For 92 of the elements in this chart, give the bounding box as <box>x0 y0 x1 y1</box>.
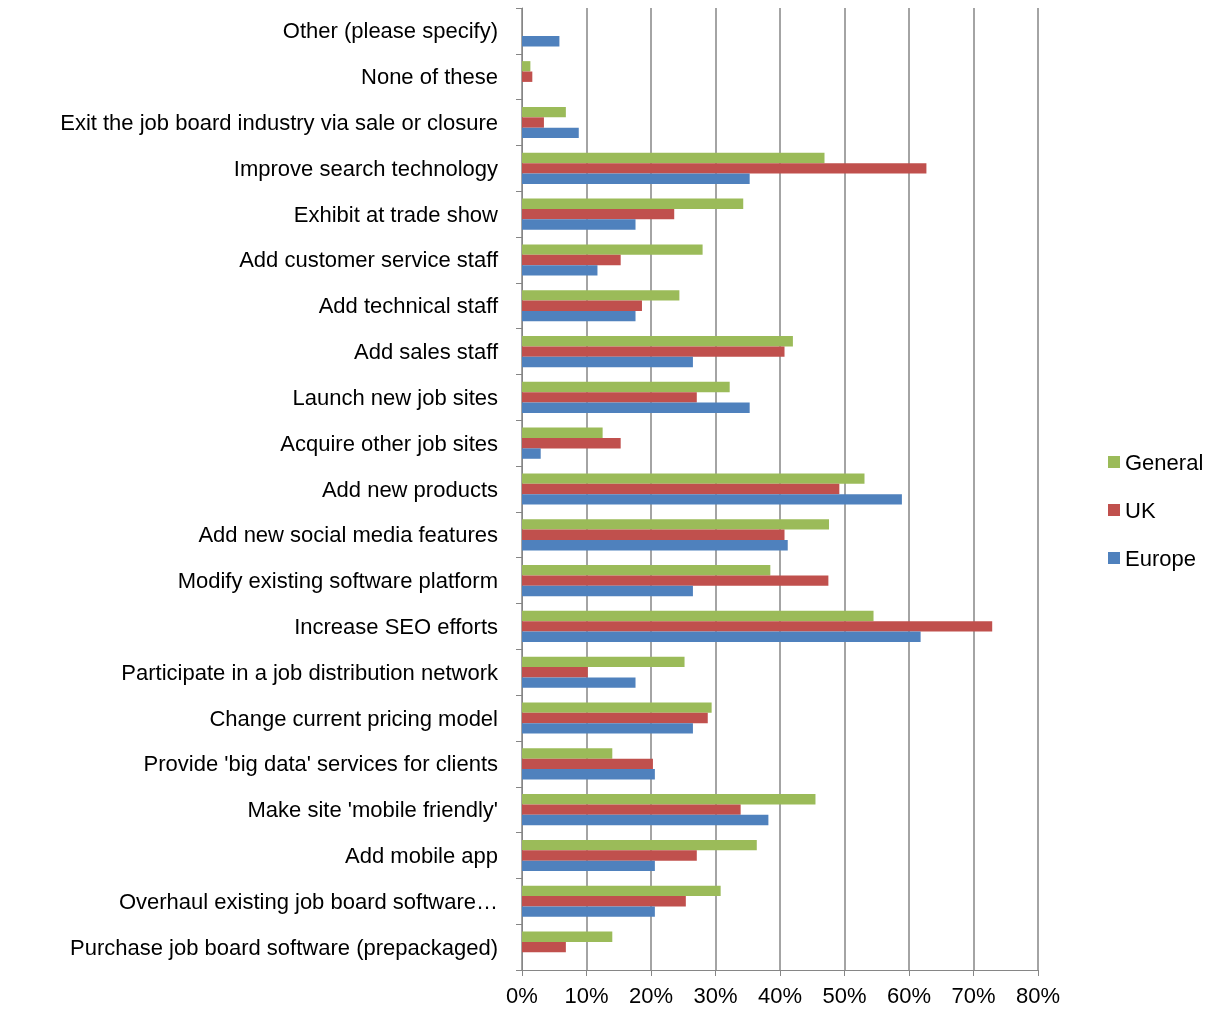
bar <box>522 850 697 861</box>
bar <box>522 896 686 907</box>
x-tick-label: 30% <box>693 982 738 1008</box>
bar <box>522 712 708 724</box>
bar <box>522 941 566 953</box>
x-tick-label: 40% <box>757 982 803 1008</box>
bar <box>522 152 825 164</box>
bar <box>522 392 697 403</box>
bar <box>522 61 531 72</box>
bar <box>522 356 693 368</box>
bar <box>522 219 636 230</box>
bar <box>522 610 874 622</box>
bar <box>522 931 613 942</box>
bar <box>522 448 541 459</box>
bar <box>522 860 655 872</box>
bar <box>522 254 621 266</box>
bar <box>522 748 613 759</box>
bar <box>522 71 533 82</box>
y-tick-label: Launch new job sites <box>292 384 498 410</box>
x-tick-label: 80% <box>1015 982 1061 1008</box>
y-tick-label: Overhaul existing job board software… <box>118 888 498 914</box>
bar <box>522 794 816 805</box>
y-tick-label: Make site 'mobile friendly' <box>247 797 498 823</box>
bar <box>522 244 703 255</box>
bar <box>522 575 829 586</box>
x-tick-label: 70% <box>951 982 996 1008</box>
y-tick-label: Add sales staff <box>354 339 499 365</box>
bar <box>522 494 902 505</box>
bar <box>522 814 769 826</box>
bar <box>522 667 588 678</box>
bar <box>522 106 566 118</box>
bar <box>522 208 675 220</box>
y-tick-label: Participate in a job distribution network <box>121 659 499 685</box>
bar <box>522 300 642 311</box>
x-tick-label: 20% <box>628 982 674 1008</box>
bar <box>522 677 636 688</box>
bar <box>522 310 636 322</box>
bar <box>522 346 785 357</box>
x-tick-label: 60% <box>886 982 932 1008</box>
y-tick-label: Increase SEO efforts <box>294 613 498 639</box>
bar <box>522 483 840 495</box>
bar <box>522 290 680 301</box>
legend-label: UK <box>1125 497 1156 523</box>
bar <box>522 529 785 540</box>
bar <box>522 198 744 209</box>
bar <box>522 402 750 413</box>
y-tick-label: Provide 'big data' services for clients <box>143 751 498 777</box>
bar <box>522 173 750 184</box>
bar <box>522 804 741 815</box>
bar <box>522 117 544 128</box>
bar <box>522 839 757 851</box>
bar <box>522 656 685 668</box>
bar <box>522 427 603 438</box>
y-tick-label: Acquire other job sites <box>280 430 498 456</box>
y-tick-label: Add customer service staff <box>239 247 499 273</box>
y-tick-label: Add new social media features <box>198 522 498 548</box>
y-tick-label: Modify existing software platform <box>177 568 498 594</box>
bar <box>522 885 721 897</box>
bar <box>522 265 598 276</box>
x-tick-label: 0% <box>506 982 538 1008</box>
bar <box>522 381 730 393</box>
bar <box>522 621 993 632</box>
bar <box>522 565 771 576</box>
bar <box>522 36 560 47</box>
bar <box>522 540 788 551</box>
x-tick-label: 50% <box>822 982 867 1008</box>
bar <box>522 702 712 713</box>
legend-label: Europe <box>1125 545 1196 571</box>
y-tick-label: Add technical staff <box>318 293 499 319</box>
bar <box>522 631 921 642</box>
y-tick-label: Add new products <box>321 476 498 502</box>
bar <box>522 519 830 530</box>
bar <box>522 336 793 347</box>
y-tick-label: Exhibit at trade show <box>293 201 499 227</box>
bar <box>522 769 655 780</box>
y-tick-label: None of these <box>361 64 498 90</box>
y-tick-label: Exit the job board industry via sale or closure <box>60 110 498 136</box>
bar <box>522 758 653 770</box>
y-tick-label: Purchase job board software (prepackaged) <box>69 934 498 960</box>
x-tick-label: 10% <box>564 982 609 1008</box>
bar <box>522 906 655 917</box>
y-tick-label: Add mobile app <box>345 842 498 868</box>
bar <box>522 127 579 139</box>
bar <box>522 163 927 174</box>
bar <box>522 585 693 597</box>
bar <box>522 723 693 734</box>
y-tick-label: Other (please specify) <box>282 18 498 44</box>
y-tick-label: Change current pricing model <box>209 705 498 731</box>
bar <box>522 438 621 449</box>
legend-label: General <box>1125 449 1204 475</box>
bar <box>522 473 865 484</box>
y-tick-label: Improve search technology <box>233 155 498 181</box>
